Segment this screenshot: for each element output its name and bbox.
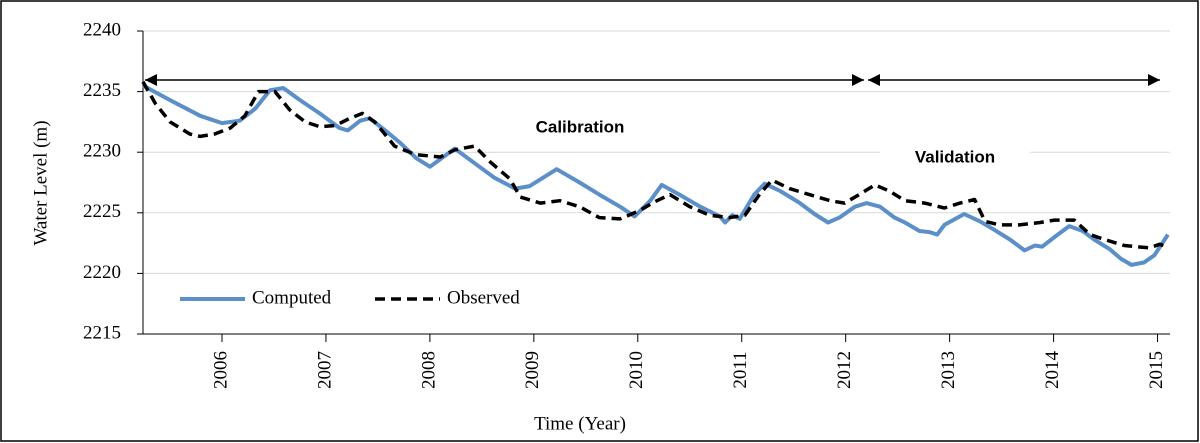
x-tick-label: 2015	[1146, 351, 1167, 389]
x-tick-label: 2013	[938, 351, 959, 389]
annotation-box	[880, 140, 1030, 176]
y-tick-label: 2225	[83, 201, 121, 222]
y-tick-label: 2235	[83, 80, 121, 101]
legend-label: Observed	[447, 287, 520, 308]
legend-label: Computed	[252, 287, 332, 308]
y-tick-label: 2240	[83, 19, 121, 40]
x-tick-label: 2008	[418, 351, 439, 389]
series-line	[141, 81, 1169, 250]
x-tick-label: 2010	[626, 351, 647, 389]
x-tick-label: 2014	[1042, 351, 1063, 390]
x-tick-label: 2009	[522, 351, 543, 389]
y-tick-label: 2220	[83, 262, 121, 283]
y-axis-title: Water Level (m)	[30, 120, 51, 245]
x-tick-label: 2006	[210, 351, 231, 389]
plot	[141, 81, 1170, 267]
x-tick-label: 2012	[834, 351, 855, 389]
y-tick-label: 2215	[83, 322, 121, 343]
annotation: Validation	[915, 147, 995, 166]
x-tick-label: 2011	[730, 351, 751, 388]
x-axis-title: Time (Year)	[534, 413, 626, 434]
annotation: Calibration	[536, 117, 625, 136]
x-tick-label: 2007	[314, 351, 335, 389]
legend: Computed Observed	[180, 287, 520, 308]
y-tick-label: 2230	[83, 141, 121, 162]
